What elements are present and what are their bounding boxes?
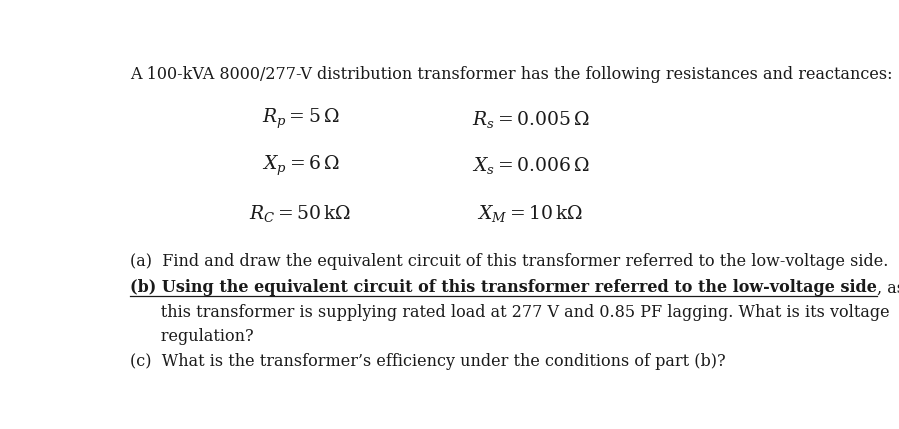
Text: (b) Using the equivalent circuit of this transformer referred to the low-voltage: (b) Using the equivalent circuit of this… [129,279,877,296]
Text: (a)  Find and draw the equivalent circuit of this transformer referred to the lo: (a) Find and draw the equivalent circuit… [129,253,888,270]
Text: , assume that: , assume that [877,279,899,296]
Text: $X_s = 0.006\,\Omega$: $X_s = 0.006\,\Omega$ [472,155,589,176]
Text: $R_C = 50\,\mathrm{k}\Omega$: $R_C = 50\,\mathrm{k}\Omega$ [249,203,352,224]
Text: (c)  What is the transformer’s efficiency under the conditions of part (b)?: (c) What is the transformer’s efficiency… [129,353,725,370]
Text: regulation?: regulation? [129,328,254,345]
Text: $R_p = 5\,\Omega$: $R_p = 5\,\Omega$ [262,107,339,131]
Text: $R_s = 0.005\,\Omega$: $R_s = 0.005\,\Omega$ [472,109,589,130]
Text: $X_M = 10\,\mathrm{k}\Omega$: $X_M = 10\,\mathrm{k}\Omega$ [477,203,583,224]
Text: A 100-kVA 8000/277-V distribution transformer has the following resistances and : A 100-kVA 8000/277-V distribution transf… [129,66,893,83]
Text: $X_p = 6\,\Omega$: $X_p = 6\,\Omega$ [262,153,339,178]
Text: this transformer is supplying rated load at 277 V and 0.85 PF lagging. What is i: this transformer is supplying rated load… [129,304,889,321]
